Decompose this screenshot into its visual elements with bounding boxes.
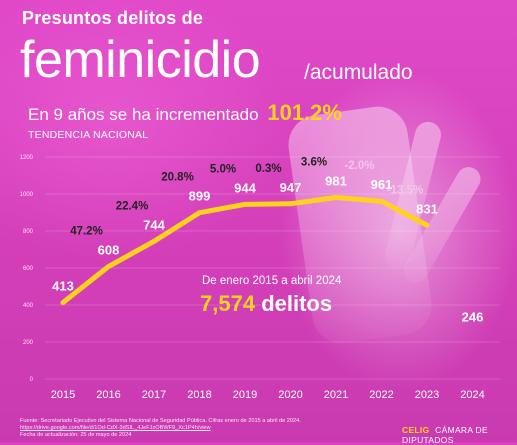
data-label: 413 xyxy=(52,279,74,294)
y-axis: 0 200 400 600 800 1000 1200 xyxy=(20,155,34,383)
data-label: 944 xyxy=(234,180,256,195)
value-labels: 413 608 744 899 944 947 981 961 831 246 xyxy=(52,174,483,325)
change-label: -13.5% xyxy=(387,184,423,196)
camara-label: CÁMARA DE DIPUTADOS xyxy=(402,425,488,445)
grid xyxy=(45,156,500,380)
change-label: -2.0% xyxy=(344,160,374,172)
y-tick-label: 600 xyxy=(23,266,34,272)
data-label: 899 xyxy=(189,189,211,204)
total-label: 7,574 delitos xyxy=(200,291,332,317)
title-sub: /acumulado xyxy=(304,61,413,84)
headline-text: En 9 años se ha incrementado xyxy=(28,105,259,124)
change-label: 3.6% xyxy=(301,157,327,169)
series-line xyxy=(60,195,430,306)
y-tick-label: 0 xyxy=(30,377,34,383)
data-label: 246 xyxy=(462,309,484,324)
y-tick-label: 200 xyxy=(23,340,34,346)
source-note: Fuente: Secretariado Ejecutivo del Siste… xyxy=(20,418,301,424)
change-label: 22.4% xyxy=(116,200,149,212)
data-label: 608 xyxy=(98,243,120,258)
total-unit: delitos xyxy=(261,291,333,316)
x-tick-label: 2016 xyxy=(96,389,120,401)
data-label: 744 xyxy=(143,217,165,232)
change-label: 5.0% xyxy=(210,163,236,175)
y-tick-label: 800 xyxy=(23,229,34,235)
x-tick-label: 2020 xyxy=(278,389,302,401)
headline-percentage: 101.2% xyxy=(267,100,342,125)
x-axis: 2015 2016 2017 2018 2019 2020 2021 2022 2023 2024 xyxy=(51,389,485,401)
x-tick-label: 2017 xyxy=(142,389,166,401)
x-tick-label: 2015 xyxy=(51,389,75,401)
data-label: 961 xyxy=(371,177,393,192)
branding: CELIG CÁMARA DE DIPUTADOS xyxy=(402,425,517,445)
update-date: Fecha de actualización: 25 de mayo de 20… xyxy=(20,431,132,438)
x-tick-label: 2021 xyxy=(324,389,348,401)
y-tick-label: 400 xyxy=(23,303,34,309)
change-label: 0.3% xyxy=(255,163,281,175)
x-tick-label: 2023 xyxy=(415,389,439,401)
change-labels: 47.2% 22.4% 20.8% 5.0% 0.3% 3.6% -2.0% -13.5% xyxy=(70,157,423,238)
title-big: feminicidio xyxy=(20,31,261,89)
data-label: 831 xyxy=(416,201,438,216)
data-label: 981 xyxy=(325,174,347,189)
y-tick-label: 1000 xyxy=(20,192,34,198)
title-small: Presuntos delitos de xyxy=(22,8,204,28)
source-link[interactable]: https://drive.google.com/file/d/1Od-CdX-… xyxy=(20,424,211,431)
headline: En 9 años se ha incrementado 101.2% xyxy=(28,100,342,126)
change-label: 47.2% xyxy=(70,226,103,238)
total-number: 7,574 xyxy=(200,291,256,316)
series xyxy=(60,195,430,306)
x-tick-label: 2018 xyxy=(187,389,211,401)
x-tick-label: 2019 xyxy=(233,389,257,401)
x-tick-label: 2022 xyxy=(369,389,393,401)
footer: Fuente: Secretariado Ejecutivo del Siste… xyxy=(20,418,350,438)
period-label: De enero 2015 a abril 2024 xyxy=(202,275,342,287)
y-tick-label: 1200 xyxy=(20,155,34,161)
x-tick-label: 2024 xyxy=(460,389,484,401)
trend-label: TENDENCIA NACIONAL xyxy=(28,129,149,141)
change-label: 20.8% xyxy=(161,172,194,184)
data-label: 947 xyxy=(280,180,302,195)
celig-logo: CELIG xyxy=(402,425,430,435)
